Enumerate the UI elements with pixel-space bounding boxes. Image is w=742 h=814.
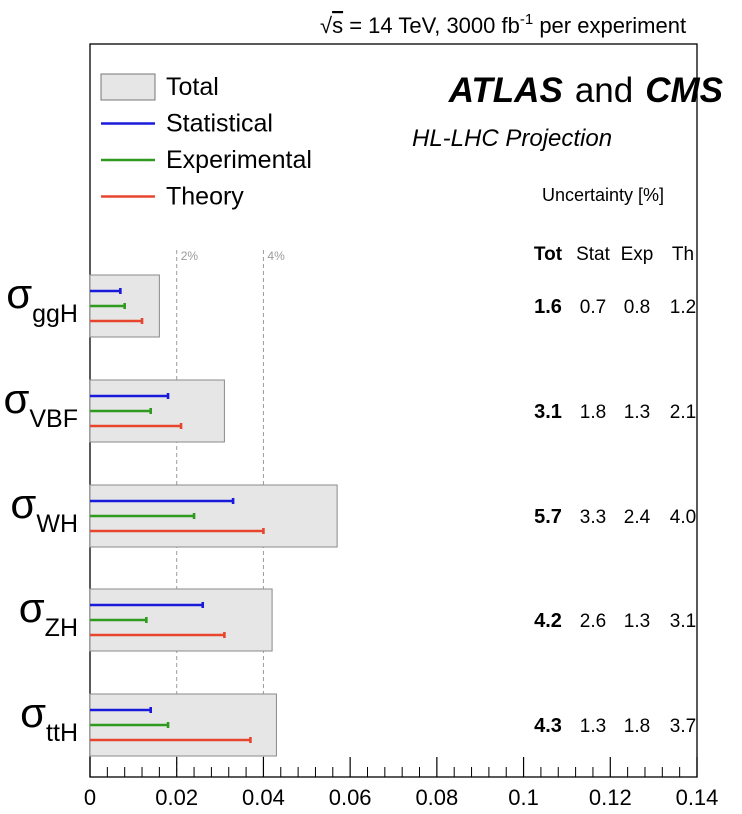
category-label-ttH: σttH [20, 689, 78, 747]
lumi-exponent: -1 [520, 11, 533, 28]
x-tick-label: 0.12 [589, 785, 632, 810]
bars [89, 274, 338, 757]
x-tick-label: 0.1 [508, 785, 539, 810]
category-label-ZH: σZH [19, 584, 78, 642]
table-cell: 4.2 [534, 610, 562, 632]
cms-label: CMS [645, 71, 723, 110]
legend: Total Statistical Experimental Theory [100, 73, 312, 211]
atlas-label: ATLAS [448, 71, 563, 110]
table-cell: 1.8 [580, 402, 606, 423]
category-label-VBF: σVBF [3, 375, 78, 433]
table-cell: 3.7 [670, 716, 696, 737]
x-axis: 0 0.02 0.04 0.06 0.08 0.1 0.12 0.14 [84, 757, 719, 810]
table-cell: 3.3 [580, 507, 606, 528]
table-cell: 4.0 [670, 507, 696, 528]
table-cell: 1.3 [624, 402, 650, 423]
projection-label: HL-LHC Projection [412, 125, 612, 152]
legend-label-experimental: Experimental [166, 146, 312, 174]
x-tick-label: 0.04 [242, 785, 285, 810]
table-cell: 0.8 [624, 297, 650, 318]
table-cell: 0.7 [580, 297, 606, 318]
x-tick-label: 0.14 [676, 785, 719, 810]
table-cell: 3.1 [534, 401, 562, 423]
table-title: Uncertainty [%] [542, 185, 664, 205]
table-cell: 3.1 [670, 611, 696, 632]
table-cell: 2.1 [670, 402, 696, 423]
table-cell: 1.8 [624, 716, 650, 737]
x-tick-label: 0 [84, 785, 96, 810]
table-cell: 4.3 [534, 715, 562, 737]
x-tick-label: 0.06 [329, 785, 372, 810]
table-cell: 1.3 [624, 611, 650, 632]
energy-label: √s = 14 TeV, 3000 fb-1 per experiment [320, 11, 686, 38]
x-tick-label: 0.02 [155, 785, 198, 810]
energy-text: = 14 TeV, 3000 fb [343, 13, 520, 38]
ref-label-4pct: 4% [267, 249, 285, 263]
table-cell: 1.2 [670, 297, 696, 318]
sqrt-sign: √ [320, 13, 333, 38]
table-cell: 1.6 [534, 296, 562, 318]
category-labels: σggH σVBF σWH σZH σttH [3, 270, 78, 747]
lumi-suffix: per experiment [533, 13, 686, 38]
ref-label-2pct: 2% [181, 249, 199, 263]
svg-text:√s = 14 TeV, 3000 fb-1 per exp: √s = 14 TeV, 3000 fb-1 per experiment [320, 11, 686, 38]
reference-lines: 2% 4% [176, 249, 285, 777]
category-label-ggH: σggH [6, 270, 78, 328]
table-cell: 1.3 [580, 716, 606, 737]
table-header-exp: Exp [621, 244, 654, 265]
category-label-WH: σWH [10, 480, 78, 538]
sqrt-s: s [332, 13, 343, 38]
uncertainty-table: Tot Stat Exp Th 1.6 0.7 0.8 1.2 3.1 1.8 1.3 2.1 5.7 3… [534, 244, 696, 737]
table-cell: 2.6 [580, 611, 606, 632]
table-header-th: Th [672, 244, 694, 265]
experiment-label: ATLAS and CMS [448, 71, 723, 110]
legend-label-statistical: Statistical [166, 110, 273, 138]
legend-swatch-total [100, 73, 156, 101]
legend-label-total: Total [166, 73, 219, 101]
table-cell: 5.7 [534, 506, 562, 528]
table-cell: 2.4 [624, 507, 651, 528]
legend-label-theory: Theory [166, 183, 244, 211]
x-tick-label: 0.08 [415, 785, 458, 810]
and-label: and [575, 71, 633, 110]
table-header-stat: Stat [576, 244, 611, 265]
table-header-tot: Tot [534, 244, 563, 265]
